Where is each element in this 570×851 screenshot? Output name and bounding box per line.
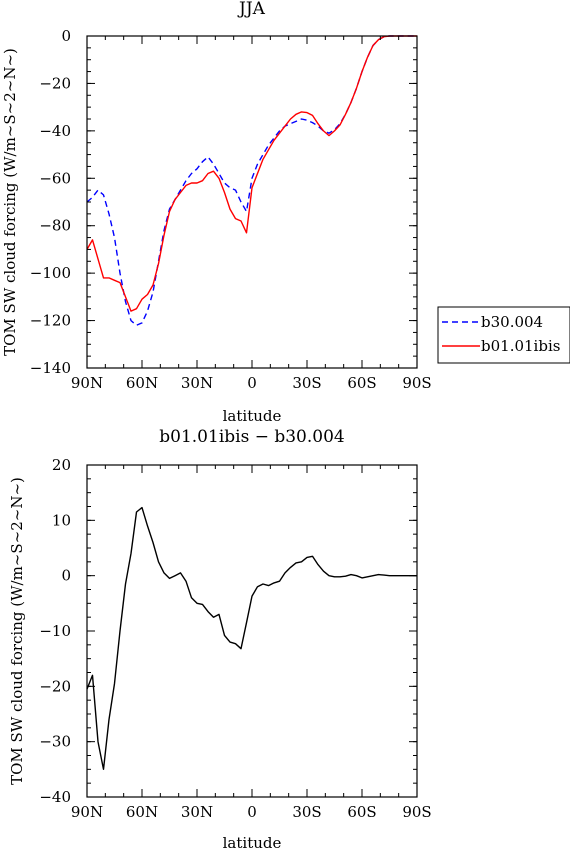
top-y-tick-label: −100 — [30, 264, 71, 282]
top-axis-ticks: 90N 60N 30N 0 30S 60S 90S 0 −20 −40 −60 −80 −100 −120… — [30, 27, 432, 392]
top-x-axis-label: latitude — [223, 407, 282, 425]
top-x-tick-label: 60S — [347, 374, 376, 392]
bottom-difference-line — [86, 506, 417, 770]
top-x-tick-label: 60N — [126, 374, 158, 392]
bottom-series-layer — [86, 506, 417, 770]
top-x-tick-label: 0 — [247, 374, 257, 392]
top-x-tick-label: 90S — [402, 374, 431, 392]
top-y-tick-label: 0 — [61, 27, 71, 45]
top-y-axis-label: TOM SW cloud forcing (W/m~S~2~N~) — [1, 48, 19, 356]
top-y-tick-label: −120 — [30, 312, 71, 330]
bottom-x-tick-label: 30S — [292, 803, 321, 821]
legend-box — [437, 306, 570, 364]
top-x-tick-label: 30N — [181, 374, 213, 392]
legend: b30.004 b01.01ibis — [437, 306, 570, 364]
bottom-y-tick-label: −20 — [39, 677, 71, 695]
bottom-y-tick-label: 20 — [52, 456, 71, 474]
bottom-panel: b01.01ibis − b30.004 TOM SW cloud forcin… — [8, 427, 432, 851]
series-line-b30-004 — [86, 35, 417, 326]
top-chart-title: JJA — [237, 0, 266, 19]
bottom-x-tick-label: 60S — [347, 803, 376, 821]
top-x-tick-label: 90N — [71, 374, 103, 392]
top-panel: JJA TOM SW cloud forcing (W/m~S~2~N~) la… — [1, 0, 432, 425]
top-y-tick-label: −40 — [39, 122, 71, 140]
top-y-tick-label: −60 — [39, 169, 71, 187]
bottom-x-tick-label: 60N — [126, 803, 158, 821]
top-y-tick-label: −140 — [30, 359, 71, 377]
bottom-chart-title: b01.01ibis − b30.004 — [159, 427, 344, 447]
bottom-x-tick-label: 90N — [71, 803, 103, 821]
top-x-tick-label: 30S — [292, 374, 321, 392]
top-y-tick-label: −80 — [39, 217, 71, 235]
bottom-x-tick-label: 0 — [247, 803, 257, 821]
legend-label-b01-01ibis: b01.01ibis — [481, 337, 560, 355]
bottom-y-tick-label: −30 — [39, 733, 71, 751]
bottom-y-axis-label: TOM SW cloud forcing (W/m~S~2~N~) — [8, 477, 26, 785]
bottom-x-axis-label: latitude — [223, 834, 282, 851]
bottom-x-tick-label: 90S — [402, 803, 431, 821]
top-series-layer — [86, 35, 417, 326]
top-y-tick-label: −20 — [39, 74, 71, 92]
legend-label-b30-004: b30.004 — [481, 313, 543, 331]
bottom-y-tick-label: −10 — [39, 622, 71, 640]
top-plot-frame — [86, 35, 418, 369]
series-line-b01-01ibis — [86, 35, 417, 312]
bottom-y-tick-label: 10 — [52, 511, 71, 529]
bottom-x-tick-label: 30N — [181, 803, 213, 821]
bottom-y-tick-label: −40 — [39, 788, 71, 806]
bottom-axis-ticks: 90N 60N 30N 0 30S 60S 90S 20 10 0 −10 −20 −30 −40 — [39, 456, 431, 821]
bottom-y-tick-label: 0 — [61, 567, 71, 585]
